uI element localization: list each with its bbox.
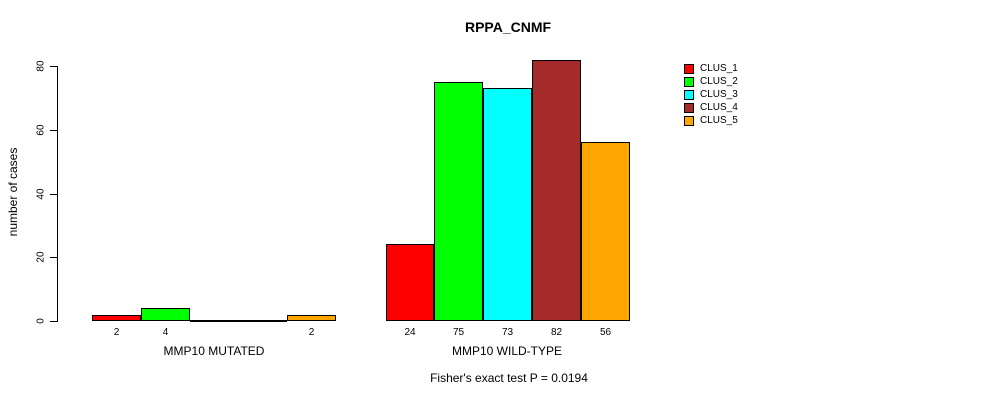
- legend-swatch-clus_4: [684, 102, 694, 113]
- y-axis-label: number of cases: [6, 147, 20, 237]
- bar-value-label-clus_2-group1: 4: [162, 327, 169, 338]
- group-label-mmp10-wild-type: MMP10 WILD-TYPE: [451, 344, 563, 358]
- fisher-test-caption: Fisher's exact test P = 0.0194: [430, 371, 588, 385]
- y-axis-tick-label: 0: [35, 318, 47, 324]
- y-axis-tick: [50, 66, 57, 67]
- bar-value-label-clus_5-group2: 56: [599, 327, 612, 338]
- bar-clus_1-group2: [386, 244, 434, 321]
- y-axis-tick: [50, 130, 57, 131]
- bar-clus_2-group1: [141, 308, 190, 321]
- y-axis-tick: [50, 257, 57, 258]
- legend-item-clus_1: CLUS_1: [684, 62, 738, 75]
- y-axis-line: [57, 66, 58, 322]
- legend-label-clus_3: CLUS_3: [700, 89, 738, 100]
- bar-clus_1-group1: [92, 315, 141, 321]
- bar-clus_3-group2: [483, 88, 532, 321]
- group-label-mmp10-mutated: MMP10 MUTATED: [163, 344, 265, 358]
- bar-value-label-clus_1-group2: 24: [404, 327, 416, 338]
- bar-clus_4-group2: [532, 60, 581, 321]
- legend-label-clus_4: CLUS_4: [700, 102, 738, 113]
- legend-label-clus_5: CLUS_5: [700, 115, 738, 126]
- legend-label-clus_1: CLUS_1: [700, 63, 738, 74]
- legend-label-clus_2: CLUS_2: [700, 76, 738, 87]
- legend-item-clus_4: CLUS_4: [684, 101, 738, 114]
- y-axis-tick-label: 40: [35, 188, 47, 200]
- legend-swatch-clus_3: [684, 89, 694, 100]
- y-axis-tick: [50, 194, 57, 195]
- bar-value-label-clus_3-group2: 73: [501, 327, 514, 338]
- bar-clus_5-group1: [287, 315, 336, 321]
- legend-item-clus_5: CLUS_5: [684, 114, 738, 127]
- y-axis-tick-label: 60: [35, 124, 47, 136]
- legend: CLUS_1 CLUS_2 CLUS_3 CLUS_4 CLUS_5: [684, 62, 738, 127]
- chart-title: RPPA_CNMF: [464, 19, 552, 35]
- bar-clus_4-group1-zero: [238, 320, 287, 322]
- legend-item-clus_3: CLUS_3: [684, 88, 738, 101]
- y-axis-tick-label: 20: [35, 251, 47, 263]
- bar-clus_2-group2: [434, 82, 483, 321]
- bar-value-label-clus_4-group2: 82: [550, 327, 563, 338]
- bar-clus_5-group2: [581, 142, 630, 321]
- bar-clus_3-group1-zero: [190, 320, 238, 322]
- legend-swatch-clus_2: [684, 76, 694, 87]
- bar-value-label-clus_2-group2: 75: [452, 327, 465, 338]
- bar-value-label-clus_5-group1: 2: [308, 327, 315, 338]
- y-axis-tick-label: 80: [35, 60, 47, 72]
- bar-value-label-clus_1-group1: 2: [113, 327, 120, 338]
- legend-item-clus_2: CLUS_2: [684, 75, 738, 88]
- legend-swatch-clus_1: [684, 63, 694, 74]
- y-axis-tick: [50, 321, 57, 322]
- legend-swatch-clus_5: [684, 115, 694, 126]
